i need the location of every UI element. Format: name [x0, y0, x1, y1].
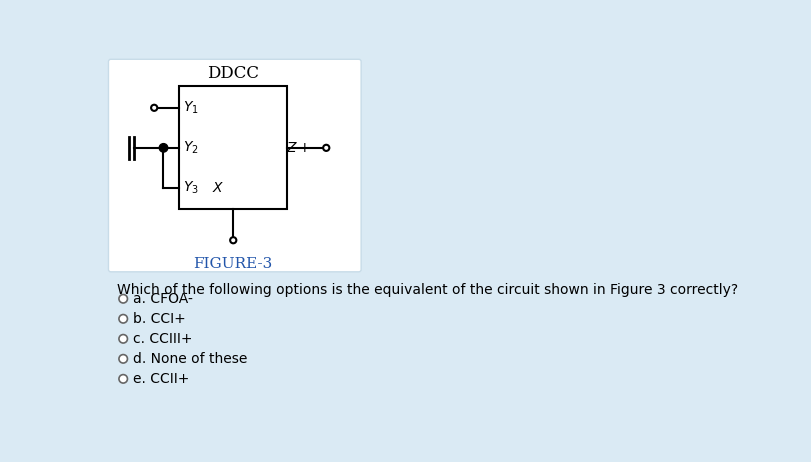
Circle shape [118, 315, 127, 323]
Text: $X$: $X$ [212, 181, 224, 195]
Text: e. CCII+: e. CCII+ [133, 372, 190, 386]
Circle shape [118, 334, 127, 343]
Text: Which of the following options is the equivalent of the circuit shown in Figure : Which of the following options is the eq… [117, 283, 737, 297]
Circle shape [323, 145, 329, 151]
Circle shape [151, 105, 157, 111]
Text: $Y_2$: $Y_2$ [182, 140, 199, 156]
Circle shape [230, 237, 236, 243]
Circle shape [118, 375, 127, 383]
Text: $Y_3$: $Y_3$ [182, 180, 199, 196]
Text: c. CCIII+: c. CCIII+ [133, 332, 192, 346]
Text: d. None of these: d. None of these [133, 352, 247, 366]
Text: b. CCI+: b. CCI+ [133, 312, 186, 326]
Text: $Y_1$: $Y_1$ [182, 100, 199, 116]
Circle shape [118, 355, 127, 363]
Text: DDCC: DDCC [207, 65, 259, 82]
Text: a. CFOA-: a. CFOA- [133, 292, 193, 306]
Text: $Z+$: $Z+$ [285, 141, 311, 155]
FancyBboxPatch shape [109, 59, 361, 272]
Text: FIGURE-3: FIGURE-3 [193, 257, 272, 271]
Bar [178, 86, 287, 209]
Circle shape [118, 295, 127, 303]
Circle shape [159, 144, 168, 152]
